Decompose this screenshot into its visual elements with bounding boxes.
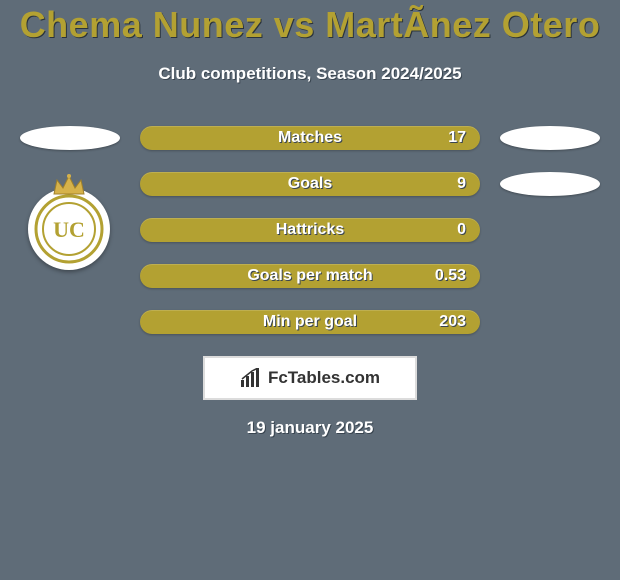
stat-value: 203 <box>439 313 466 331</box>
stat-value: 17 <box>448 129 466 147</box>
stat-value: 0 <box>457 221 466 239</box>
left-slot <box>0 310 140 334</box>
brand-text: FcTables.com <box>268 368 380 388</box>
stat-row: Min per goal 203 <box>0 310 620 334</box>
crown-icon <box>52 174 86 196</box>
stat-label: Goals <box>288 175 332 193</box>
stat-bar-gpm: Goals per match 0.53 <box>140 264 480 288</box>
left-oval-placeholder <box>20 126 120 150</box>
crest-letters: UC <box>53 217 85 242</box>
right-slot <box>480 172 620 196</box>
page-title: Chema Nunez vs MartÃ­nez Otero <box>0 4 620 46</box>
right-slot <box>480 310 620 334</box>
bar-chart-icon <box>240 368 262 388</box>
club-crest: UC <box>28 188 110 270</box>
right-oval-placeholder <box>500 172 600 196</box>
stats-chart: Matches 17 Goals 9 Hattricks 0 Goals per… <box>0 126 620 334</box>
stat-label: Hattricks <box>276 221 344 239</box>
left-slot <box>0 126 140 150</box>
stat-row: Goals per match 0.53 <box>0 264 620 288</box>
stat-row: Matches 17 <box>0 126 620 150</box>
stat-label: Goals per match <box>247 267 372 285</box>
stat-value: 9 <box>457 175 466 193</box>
stat-bar-matches: Matches 17 <box>140 126 480 150</box>
stat-label: Matches <box>278 129 342 147</box>
stat-bar-goals: Goals 9 <box>140 172 480 196</box>
brand-badge[interactable]: FcTables.com <box>203 356 417 400</box>
stat-value: 0.53 <box>435 267 466 285</box>
right-slot <box>480 126 620 150</box>
right-slot <box>480 218 620 242</box>
right-slot <box>480 264 620 288</box>
right-oval-placeholder <box>500 126 600 150</box>
crest-ring-icon: UC <box>34 194 104 264</box>
stat-bar-hattricks: Hattricks 0 <box>140 218 480 242</box>
stat-bar-mpg: Min per goal 203 <box>140 310 480 334</box>
report-date: 19 january 2025 <box>0 418 620 438</box>
subtitle: Club competitions, Season 2024/2025 <box>0 64 620 84</box>
stat-row: Goals 9 <box>0 172 620 196</box>
stat-label: Min per goal <box>263 313 357 331</box>
